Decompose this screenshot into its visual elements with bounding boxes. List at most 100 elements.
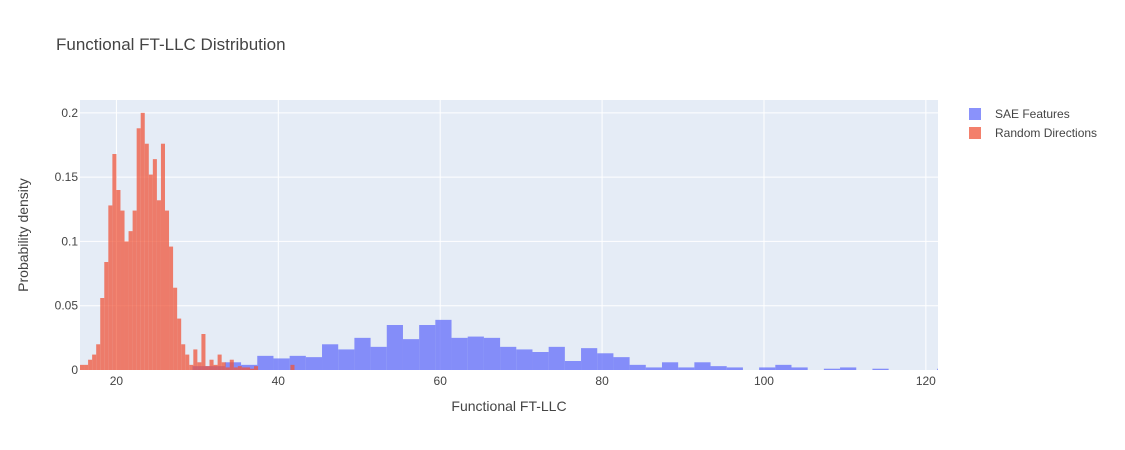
histogram-bar[interactable] xyxy=(241,367,246,370)
histogram-bar[interactable] xyxy=(516,349,533,370)
legend-item[interactable]: Random Directions xyxy=(969,126,1097,140)
histogram-bar[interactable] xyxy=(386,325,403,370)
histogram-bar[interactable] xyxy=(254,366,259,370)
histogram-bar[interactable] xyxy=(245,367,250,370)
histogram-bar[interactable] xyxy=(128,231,133,370)
histogram-bar[interactable] xyxy=(140,112,145,370)
histogram-bar[interactable] xyxy=(80,364,85,370)
histogram-bar[interactable] xyxy=(132,210,137,370)
y-tick-label: 0.2 xyxy=(61,106,78,120)
histogram-bar[interactable] xyxy=(354,337,371,370)
histogram-bar[interactable] xyxy=(189,364,194,370)
y-axis-title: Probability density xyxy=(15,178,31,292)
histogram-bar[interactable] xyxy=(144,143,149,370)
histogram-bar[interactable] xyxy=(759,367,776,370)
y-axis-ticks: 0 0.05 0.1 0.15 0.2 xyxy=(55,106,79,377)
histogram-bar[interactable] xyxy=(88,359,93,370)
histogram-bar[interactable] xyxy=(112,154,117,370)
histogram-bar[interactable] xyxy=(237,366,242,370)
y-tick-label: 0.15 xyxy=(55,170,79,184)
histogram-bar[interactable] xyxy=(840,367,857,370)
histogram-bar[interactable] xyxy=(710,366,727,370)
histogram-bars xyxy=(80,112,938,370)
y-tick-label: 0.1 xyxy=(61,234,78,248)
histogram-bar[interactable] xyxy=(937,368,938,370)
histogram-bar[interactable] xyxy=(100,298,105,370)
histogram-bar[interactable] xyxy=(152,159,157,370)
histogram-bar[interactable] xyxy=(169,246,174,370)
histogram-bar[interactable] xyxy=(205,366,210,370)
histogram-bar[interactable] xyxy=(173,287,178,370)
histogram-bar[interactable] xyxy=(548,346,565,370)
histogram-bar[interactable] xyxy=(823,368,841,370)
histogram-bar[interactable] xyxy=(678,367,695,370)
histogram-bar[interactable] xyxy=(104,262,109,370)
histogram-bar[interactable] xyxy=(209,359,214,370)
histogram-bar[interactable] xyxy=(629,364,646,370)
histogram-bar[interactable] xyxy=(136,128,141,370)
legend-swatch xyxy=(969,127,981,139)
histogram-bar[interactable] xyxy=(221,362,226,370)
histogram-bar[interactable] xyxy=(645,367,662,370)
histogram-bar[interactable] xyxy=(564,361,582,370)
legend[interactable]: SAE Features Random Directions xyxy=(969,107,1097,140)
x-tick-label: 120 xyxy=(916,374,936,388)
x-tick-label: 80 xyxy=(595,374,609,388)
histogram-bar[interactable] xyxy=(467,336,484,370)
histogram-bar[interactable] xyxy=(193,349,198,370)
y-tick-label: 0 xyxy=(71,363,78,377)
histogram-bar[interactable] xyxy=(726,367,743,370)
histogram-bar[interactable] xyxy=(419,325,436,370)
histogram-bar[interactable] xyxy=(532,352,549,370)
histogram-bar[interactable] xyxy=(181,344,186,370)
histogram-bar[interactable] xyxy=(613,357,630,370)
x-tick-label: 20 xyxy=(110,374,124,388)
histogram-bar[interactable] xyxy=(370,346,387,370)
histogram-bar[interactable] xyxy=(213,364,218,370)
histogram-bar[interactable] xyxy=(177,318,182,370)
histogram-bar[interactable] xyxy=(96,344,101,370)
histogram-bar[interactable] xyxy=(225,367,230,370)
histogram-bar[interactable] xyxy=(120,210,125,370)
histogram-bar[interactable] xyxy=(84,364,89,370)
histogram-bar[interactable] xyxy=(156,200,161,370)
histogram-bar[interactable] xyxy=(160,143,165,370)
histogram-bar[interactable] xyxy=(305,357,323,370)
legend-label: SAE Features xyxy=(995,107,1070,121)
histogram-bar[interactable] xyxy=(217,354,222,370)
histogram-bar[interactable] xyxy=(338,349,355,370)
histogram-bar[interactable] xyxy=(402,339,420,370)
histogram-bar[interactable] xyxy=(116,190,121,370)
histogram-bar[interactable] xyxy=(185,354,190,370)
histogram-bar[interactable] xyxy=(201,334,206,370)
histogram-bar[interactable] xyxy=(775,364,792,370)
histogram-bar[interactable] xyxy=(197,362,202,370)
histogram-bar[interactable] xyxy=(249,368,255,370)
plot-background xyxy=(80,100,938,370)
x-tick-label: 40 xyxy=(272,374,286,388)
histogram-bar[interactable] xyxy=(451,337,468,370)
histogram-bar[interactable] xyxy=(92,354,97,370)
chart-title: Functional FT-LLC Distribution xyxy=(56,35,286,54)
histogram-bar[interactable] xyxy=(108,205,113,370)
histogram-bar[interactable] xyxy=(791,367,808,370)
histogram-bar[interactable] xyxy=(597,353,614,370)
histogram-bar[interactable] xyxy=(483,337,501,370)
histogram-bar[interactable] xyxy=(233,367,238,370)
histogram-bar[interactable] xyxy=(435,319,452,370)
histogram-bar[interactable] xyxy=(148,174,153,370)
histogram-bar[interactable] xyxy=(322,344,339,370)
histogram-bar[interactable] xyxy=(290,364,295,370)
histogram-bar[interactable] xyxy=(164,210,170,370)
histogram-bar[interactable] xyxy=(229,359,234,370)
histogram-bar[interactable] xyxy=(257,355,274,370)
x-tick-label: 60 xyxy=(434,374,448,388)
histogram-bar[interactable] xyxy=(581,348,598,370)
histogram-bar[interactable] xyxy=(694,362,711,370)
histogram-bar[interactable] xyxy=(661,362,679,370)
legend-item[interactable]: SAE Features xyxy=(969,107,1070,121)
histogram-bar[interactable] xyxy=(273,358,290,370)
histogram-bar[interactable] xyxy=(124,241,129,370)
histogram-bar[interactable] xyxy=(872,368,889,370)
histogram-bar[interactable] xyxy=(500,346,517,370)
